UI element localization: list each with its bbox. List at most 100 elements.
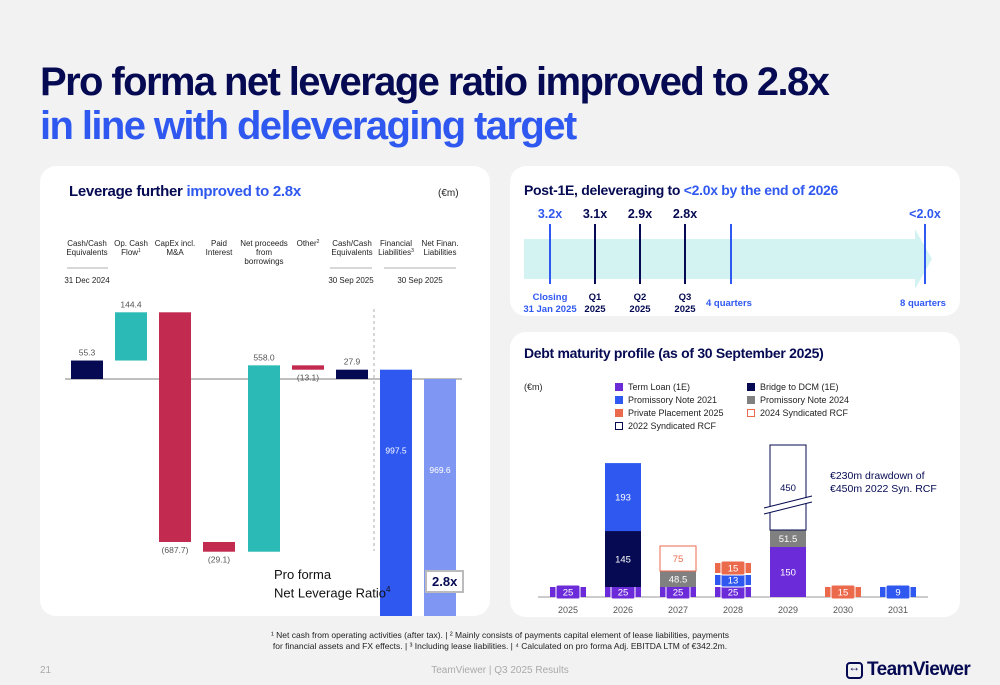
- timeline-label-sub: 2025: [584, 304, 606, 315]
- deleveraging-timeline-card: Post-1E, deleveraging to <2.0x by the en…: [510, 166, 960, 316]
- bar-2029-rcf2022-label: 450: [780, 483, 796, 494]
- waterfall-value-label: (13.1): [297, 373, 319, 383]
- date-label-2024: 31 Dec 2024: [64, 276, 110, 285]
- debt-unit-label: (€m): [524, 382, 543, 392]
- bar-2026-bridge-label: 145: [615, 555, 631, 566]
- leverage-title-highlight: improved to 2.8x: [186, 183, 301, 200]
- timeline-value: 3.1x: [583, 207, 607, 221]
- waterfall-category-label: from: [256, 248, 272, 257]
- timeline-label: Closing: [533, 292, 568, 303]
- waterfall-bar: [380, 369, 412, 616]
- bar-2029-rcf2022: [769, 444, 807, 531]
- maturity-year-label: 2030: [833, 605, 853, 615]
- waterfall-bar: [71, 360, 103, 379]
- timeline-label: Q1: [589, 292, 602, 303]
- bar-2025-term-loan: [555, 584, 581, 600]
- waterfall-category-label: Op. Cash: [114, 239, 148, 248]
- footer-center-text: TeamViewer | Q3 2025 Results: [431, 665, 569, 676]
- axis-break-line: [763, 495, 813, 509]
- legend-swatch: [615, 422, 623, 430]
- legend-item: Promissory Note 2021: [615, 395, 717, 405]
- waterfall-value-label: (687.7): [162, 545, 189, 555]
- timeline-label-sub: 31 Jan 2025: [523, 304, 577, 315]
- footnote-line1: ¹ Net cash from operating activities (af…: [270, 630, 730, 640]
- waterfall-category-label: M&A: [166, 248, 184, 257]
- legend-label: 2022 Syndicated RCF: [628, 421, 717, 431]
- rcf-annotation-line1: €230m drawdown of: [830, 470, 925, 482]
- waterfall-value-label: (29.1): [208, 555, 230, 565]
- waterfall-value-label: 558.0: [253, 352, 275, 362]
- waterfall-bar: [336, 369, 368, 379]
- waterfall-category-label: CapEx incl.: [155, 239, 195, 248]
- bar-2029-pn2024: [770, 530, 806, 547]
- bar-2026-bridge: [605, 531, 641, 587]
- timeline-value: 2.8x: [673, 207, 697, 221]
- leverage-waterfall-card: Leverage further improved to 2.8x (€m) C…: [40, 166, 490, 616]
- timeline-label: Q2: [634, 292, 647, 303]
- bar-2026-pn2021: [605, 463, 641, 532]
- legend-label: Promissory Note 2024: [760, 395, 850, 405]
- waterfall-value-label: 27.9: [344, 357, 361, 367]
- timeline-value: <2.0x: [909, 207, 941, 221]
- legend-swatch: [747, 383, 755, 391]
- page-title: Pro forma net leverage ratio improved to…: [40, 60, 830, 148]
- waterfall-category-label: Liabilities: [424, 248, 457, 257]
- timeline-label: Q3: [679, 292, 692, 303]
- pro-forma-label-line1: Pro forma: [274, 567, 332, 582]
- bar-2028-pn2021-label: 13: [728, 576, 739, 587]
- bar-2031-pn2021-label: 9: [895, 588, 900, 599]
- waterfall-bar: [292, 365, 324, 370]
- legend-label: 2024 Syndicated RCF: [760, 408, 849, 418]
- legend-item: Term Loan (1E): [615, 382, 690, 392]
- timeline-arrow: [524, 229, 932, 289]
- maturity-year-label: 2025: [558, 605, 578, 615]
- maturity-year-label: 2031: [888, 605, 908, 615]
- pro-forma-ratio-value: 2.8x: [425, 570, 465, 593]
- waterfall-category-label: Equivalents: [66, 248, 107, 257]
- bar-2026-pn2021-label: 193: [615, 493, 631, 504]
- waterfall-category-label: borrowings: [244, 257, 283, 266]
- bar-2027-rcf2024: [659, 545, 697, 572]
- bar-2025-term-loan-label: 25: [563, 588, 574, 599]
- waterfall-value-label: 55.3: [79, 348, 96, 358]
- leverage-title-dark: Leverage further: [69, 183, 187, 200]
- maturity-year-label: 2026: [613, 605, 633, 615]
- date-label-liab-2025: 30 Sep 2025: [397, 276, 443, 285]
- timeline-value: 2.9x: [628, 207, 652, 221]
- legend-label: Promissory Note 2021: [628, 395, 718, 405]
- leverage-unit-label: (€m): [438, 188, 459, 199]
- waterfall-category-label: Cash/Cash: [332, 239, 372, 248]
- rcf-annotation: €230m drawdown of €450m 2022 Syn. RCF: [830, 470, 937, 496]
- teamviewer-logo-text: TeamViewer: [867, 659, 971, 680]
- bar-2029-term-loan: [770, 547, 806, 597]
- timeline-value: 3.2x: [538, 207, 562, 221]
- waterfall-bar: [248, 365, 280, 552]
- maturity-year-label: 2028: [723, 605, 743, 615]
- debt-maturity-card: Debt maturity profile (as of 30 Septembe…: [510, 332, 960, 617]
- page-number: 21: [40, 665, 52, 676]
- bar-2027-term-loan-label: 25: [673, 588, 684, 599]
- bar-2027-pn2024-label: 48.5: [669, 575, 688, 586]
- bar-2030-private-placement-label: 15: [838, 588, 849, 599]
- timeline-label: 8 quarters: [900, 298, 946, 309]
- waterfall-bar: [203, 541, 235, 552]
- maturity-year-label: 2027: [668, 605, 688, 615]
- bar-2028-private-placement: [720, 560, 746, 576]
- legend-item: 2024 Syndicated RCF: [747, 408, 848, 418]
- maturity-year-label: 2029: [778, 605, 798, 615]
- legend-swatch: [747, 409, 755, 417]
- waterfall-category-label: Liabilities3: [378, 248, 414, 257]
- waterfall-category-label: Cash/Cash: [67, 239, 107, 248]
- debt-maturity-chart: 2025 2026 2027 2028 2029 2030 2031 25 25 145 193 25…: [538, 444, 928, 615]
- page-title-line2: in line with deleveraging target: [40, 104, 577, 148]
- bar-2026-term-loan-label: 25: [618, 588, 629, 599]
- waterfall-category-label: Interest: [206, 248, 233, 257]
- timeline-card-title: Post-1E, deleveraging to <2.0x by the en…: [524, 182, 838, 198]
- rcf-annotation-line2: €450m 2022 Syn. RCF: [830, 483, 937, 495]
- legend-label: Term Loan (1E): [628, 382, 691, 392]
- timeline-title-dark: Post-1E, deleveraging to: [524, 182, 684, 198]
- waterfall-bar: [115, 312, 147, 361]
- debt-maturity-title: Debt maturity profile (as of 30 Septembe…: [524, 345, 824, 361]
